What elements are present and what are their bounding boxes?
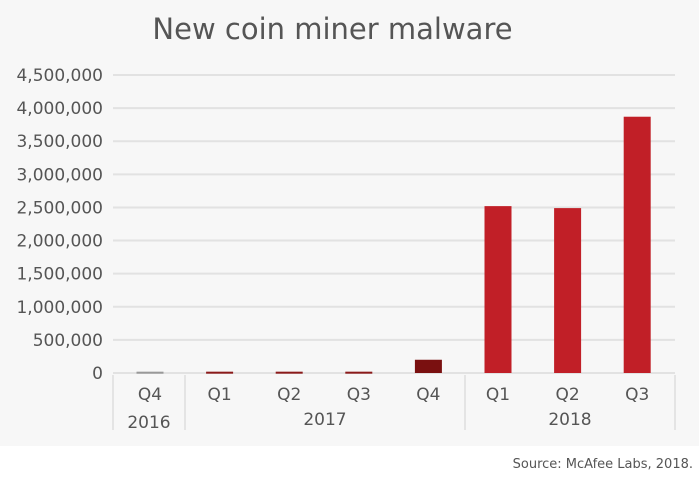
y-tick-label: 2,500,000: [16, 198, 103, 218]
y-tick-label: 4,500,000: [16, 66, 103, 86]
y-tick-label: 1,000,000: [16, 298, 103, 318]
y-tick-label: 1,500,000: [16, 265, 103, 285]
x-tick-label: Q1: [207, 385, 231, 405]
chart-title: New coin miner malware: [152, 12, 513, 46]
x-tick-label: Q4: [138, 385, 162, 405]
bar: [623, 116, 651, 373]
x-tick-label: Q1: [486, 385, 510, 405]
y-tick-label: 500,000: [33, 331, 103, 351]
bar: [554, 208, 582, 373]
y-tick-label: 3,000,000: [16, 165, 103, 185]
year-label: 2016: [127, 413, 170, 433]
x-tick-label: Q2: [277, 385, 301, 405]
x-tick-label: Q4: [416, 385, 440, 405]
y-tick-label: 0: [92, 364, 103, 384]
x-tick-label: Q2: [555, 385, 579, 405]
y-tick-label: 3,500,000: [16, 132, 103, 152]
bar: [206, 371, 234, 374]
chart-area: New coin miner malware 0 500,000 1,000,000…: [16, 12, 676, 433]
bar: [484, 206, 512, 373]
bar: [136, 371, 164, 374]
year-label: 2018: [548, 410, 591, 430]
y-tick-label: 2,000,000: [16, 232, 103, 252]
bar: [345, 371, 373, 374]
y-tick-label: 4,000,000: [16, 99, 103, 119]
bar: [275, 371, 303, 374]
bar-chart: 0 500,000 1,000,000 1,500,000 2,000,000 2,500…: [16, 66, 676, 433]
year-label: 2017: [303, 410, 346, 430]
x-tick-label: Q3: [625, 385, 649, 405]
x-tick-label: Q3: [347, 385, 371, 405]
bar: [414, 359, 442, 373]
source-note: Source: McAfee Labs, 2018.: [512, 457, 693, 472]
